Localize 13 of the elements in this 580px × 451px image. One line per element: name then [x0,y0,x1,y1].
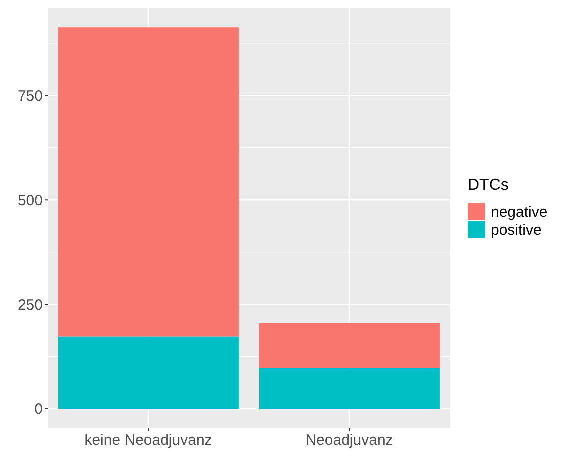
bar [58,28,239,337]
y-tick-label: 500 [18,192,43,210]
y-tick-label: 0 [34,401,43,418]
legend-label: negative [491,204,548,221]
bar [259,323,440,368]
y-tick-label: 250 [18,296,43,314]
x-tick-label: Neoadjuvanz [306,432,394,449]
x-tick-label: keine Neoadjuvanz [84,432,212,449]
legend-title: DTCs [468,177,509,194]
bar [259,368,440,409]
bar [58,336,239,409]
legend-label: positive [491,222,542,239]
y-tick-label: 750 [18,88,43,105]
